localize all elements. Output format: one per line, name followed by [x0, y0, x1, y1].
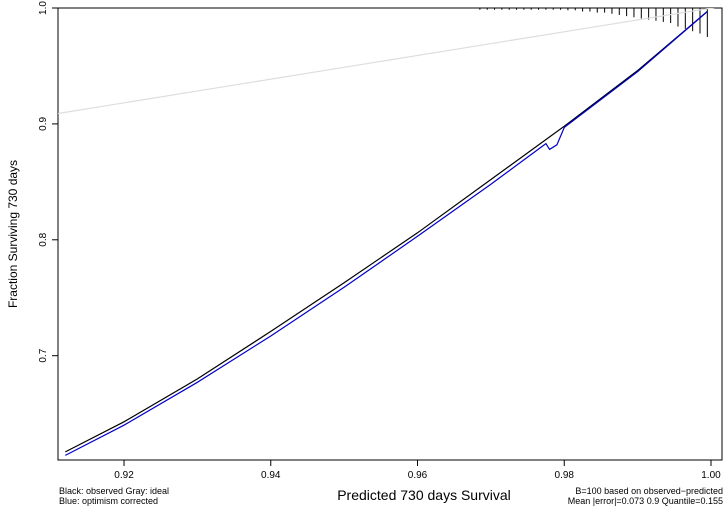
legend-left-line-2: Blue: optimism corrected	[59, 496, 159, 506]
legend-right-line-1: B=100 based on observed−predicted	[575, 486, 723, 496]
legend-right-line-2: Mean |error|=0.073 0.9 Quantile=0.155	[567, 496, 723, 506]
x-tick-label: 0.96	[408, 470, 428, 481]
plot-frame	[57, 7, 723, 461]
y-tick-label: 1.0	[38, 1, 49, 15]
y-tick-label: 0.9	[38, 117, 49, 131]
x-tick-label: 0.98	[555, 470, 575, 481]
x-tick-label: 0.94	[261, 470, 281, 481]
series-line-observed	[65, 11, 708, 453]
series-line-optimism-corrected	[65, 11, 708, 456]
y-tick-label: 0.8	[38, 232, 49, 246]
y-axis-label: Fraction Surviving 730 days	[6, 160, 20, 308]
series-line-ideal	[58, 8, 716, 115]
legend-left: Black: observed Gray: ideal Blue: optimi…	[59, 486, 169, 506]
legend-right: B=100 based on observed−predicted Mean |…	[568, 486, 723, 506]
legend-left-line-1: Black: observed Gray: ideal	[59, 486, 170, 496]
y-tick-label: 0.7	[38, 348, 49, 362]
x-tick-label: 0.92	[114, 470, 134, 481]
x-tick-label: 1.00	[701, 470, 721, 481]
